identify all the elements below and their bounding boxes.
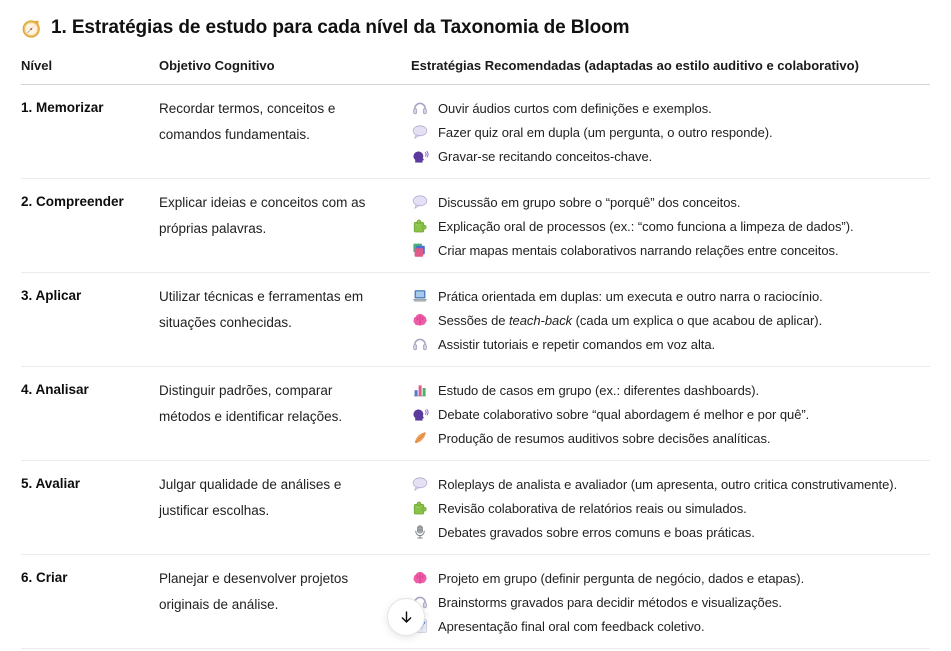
strategy-text: Debates gravados sobre erros comuns e bo…: [438, 524, 755, 540]
strategies-cell: Projeto em grupo (definir pergunta de ne…: [411, 566, 930, 638]
level-cell: 3. Aplicar: [21, 288, 82, 303]
objective-cell: Recordar termos, conceitos e comandos fu…: [159, 101, 336, 142]
table-row: 6. Criar Planejar e desenvolver projetos …: [21, 555, 930, 649]
puzzle-piece-icon: [411, 499, 429, 517]
strategy-text: Explicação oral de processos (ex.: “como…: [438, 218, 854, 234]
books-icon: [411, 241, 429, 259]
strategy-item: Assistir tutoriais e repetir comandos em…: [411, 332, 930, 356]
strategy-text: Estudo de casos em grupo (ex.: diferente…: [438, 382, 760, 398]
strategy-text: Sessões de teach-back (cada um explica o…: [438, 312, 823, 328]
strategy-item: Gravar-se recitando conceitos-chave.: [411, 144, 930, 168]
section-heading: 1. Estratégias de estudo para cada nível…: [21, 17, 930, 39]
strategy-text: Projeto em grupo (definir pergunta de ne…: [438, 570, 805, 586]
bar-chart-icon: [411, 381, 429, 399]
strategy-item: Debate colaborativo sobre “qual abordage…: [411, 402, 930, 426]
speaking-head-icon: [411, 405, 429, 423]
objective-cell: Julgar qualidade de análises e justifica…: [159, 477, 342, 518]
arrow-down-icon: [398, 609, 415, 626]
strategy-item: Ouvir áudios curtos com definições e exe…: [411, 96, 930, 120]
laptop-icon: [411, 287, 429, 305]
table-row: 1. Memorizar Recordar termos, conceitos e…: [21, 85, 930, 179]
strategy-item: Sessões de teach-back (cada um explica o…: [411, 308, 930, 332]
document-content: 1. Estratégias de estudo para cada nível…: [0, 17, 951, 649]
level-cell: 2. Compreender: [21, 194, 124, 209]
strategy-item: Revisão colaborativa de relatórios reais…: [411, 496, 930, 520]
column-header-nivel: Nível: [21, 58, 53, 73]
objective-cell: Planejar e desenvolver projetos originai…: [159, 571, 349, 612]
table-row: 5. Avaliar Julgar qualidade de análises e…: [21, 461, 930, 555]
table-row: 3. Aplicar Utilizar técnicas e ferramenta…: [21, 273, 930, 367]
strategy-item: Debates gravados sobre erros comuns e bo…: [411, 520, 930, 544]
strategies-cell: Estudo de casos em grupo (ex.: diferente…: [411, 378, 930, 450]
bloom-strategies-table: Nível Objetivo Cognitivo Estratégias Rec…: [21, 52, 930, 649]
page-title: 1. Estratégias de estudo para cada nível…: [51, 17, 630, 38]
level-cell: 1. Memorizar: [21, 100, 104, 115]
strategy-item: Projeto em grupo (definir pergunta de ne…: [411, 566, 930, 590]
table-header-row: Nível Objetivo Cognitivo Estratégias Rec…: [21, 52, 930, 85]
strategy-text: Debate colaborativo sobre “qual abordage…: [438, 406, 810, 422]
objective-cell: Utilizar técnicas e ferramentas em situa…: [159, 289, 364, 330]
speech-balloon-icon: [411, 193, 429, 211]
strategy-item: Criar mapas mentais colaborativos narran…: [411, 238, 930, 262]
strategy-item: Roleplays de analista e avaliador (um ap…: [411, 472, 930, 496]
strategy-text: Ouvir áudios curtos com definições e exe…: [438, 100, 712, 116]
speaking-head-icon: [411, 147, 429, 165]
strategy-text: Assistir tutoriais e repetir comandos em…: [438, 336, 716, 352]
strategy-text: Produção de resumos auditivos sobre deci…: [438, 430, 771, 446]
strategy-text: Roleplays de analista e avaliador (um ap…: [438, 476, 898, 492]
table-row: 2. Compreender Explicar ideias e conceito…: [21, 179, 930, 273]
strategy-text: Criar mapas mentais colaborativos narran…: [438, 242, 839, 258]
table-body: 1. Memorizar Recordar termos, conceitos e…: [21, 85, 930, 649]
microphone-icon: [411, 523, 429, 541]
strategy-text: Prática orientada em duplas: um executa …: [438, 288, 823, 304]
table-row: 4. Analisar Distinguir padrões, comparar …: [21, 367, 930, 461]
strategy-item: Fazer quiz oral em dupla (um pergunta, o…: [411, 120, 930, 144]
strategy-text: Discussão em grupo sobre o “porquê” dos …: [438, 194, 741, 210]
strategy-text: Fazer quiz oral em dupla (um pergunta, o…: [438, 124, 773, 140]
brain-icon: [411, 569, 429, 587]
strategy-item: Explicação oral de processos (ex.: “como…: [411, 214, 930, 238]
strategies-cell: Prática orientada em duplas: um executa …: [411, 284, 930, 356]
speech-balloon-icon: [411, 475, 429, 493]
level-cell: 4. Analisar: [21, 382, 89, 397]
column-header-estrategias: Estratégias Recomendadas (adaptadas ao e…: [411, 58, 859, 73]
strategy-item: Apresentação final oral com feedback col…: [411, 614, 930, 638]
speech-balloon-icon: [411, 123, 429, 141]
level-cell: 5. Avaliar: [21, 476, 81, 491]
scroll-to-bottom-button[interactable]: [387, 598, 425, 636]
objective-cell: Explicar ideias e conceitos com as própr…: [159, 195, 366, 236]
strategies-cell: Ouvir áudios curtos com definições e exe…: [411, 96, 930, 168]
strategy-item: Prática orientada em duplas: um executa …: [411, 284, 930, 308]
strategy-item: Produção de resumos auditivos sobre deci…: [411, 426, 930, 450]
strategies-cell: Roleplays de analista e avaliador (um ap…: [411, 472, 930, 544]
strategy-text: Apresentação final oral com feedback col…: [438, 618, 705, 634]
strategy-text: Gravar-se recitando conceitos-chave.: [438, 148, 653, 164]
headphones-icon: [411, 99, 429, 117]
strategy-text: Brainstorms gravados para decidir método…: [438, 594, 782, 610]
strategies-cell: Discussão em grupo sobre o “porquê” dos …: [411, 190, 930, 262]
compass-icon: [21, 18, 42, 39]
puzzle-piece-icon: [411, 217, 429, 235]
objective-cell: Distinguir padrões, comparar métodos e i…: [159, 383, 343, 424]
strategy-text: Revisão colaborativa de relatórios reais…: [438, 500, 747, 516]
level-cell: 6. Criar: [21, 570, 68, 585]
strategy-item: Discussão em grupo sobre o “porquê” dos …: [411, 190, 930, 214]
strategy-item: Estudo de casos em grupo (ex.: diferente…: [411, 378, 930, 402]
strategy-item: Brainstorms gravados para decidir método…: [411, 590, 930, 614]
headphones-icon: [411, 335, 429, 353]
feather-icon: [411, 429, 429, 447]
chat-document-page: { "page": { "title": "1. Estratégias de …: [0, 17, 951, 651]
brain-icon: [411, 311, 429, 329]
column-header-objetivo: Objetivo Cognitivo: [159, 58, 275, 73]
